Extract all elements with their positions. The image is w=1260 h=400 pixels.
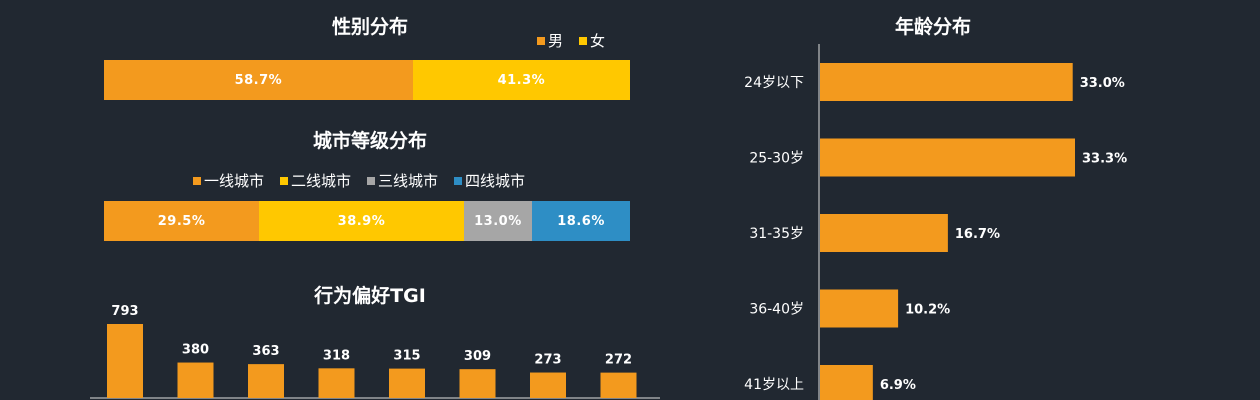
stack-segment: 38.9% xyxy=(259,201,464,241)
stack-segment: 41.3% xyxy=(412,60,630,100)
tgi-value-label: 793 xyxy=(111,304,138,319)
age-value-label: 16.7% xyxy=(955,227,1000,242)
city-tier-stacked-bar: 29.5% 38.9% 13.0% 18.6% xyxy=(104,201,630,241)
segment-value-label: 58.7% xyxy=(234,72,283,88)
gender-stacked-bar: 58.7% 41.3% xyxy=(104,60,630,100)
age-bar xyxy=(820,63,1073,101)
age-category-label: 25-30岁 xyxy=(749,151,804,167)
gender-legend: 男 女 xyxy=(537,30,605,51)
age-category-label: 24岁以下 xyxy=(744,75,804,91)
tier2-swatch xyxy=(280,176,289,185)
tgi-value-label: 309 xyxy=(464,349,491,364)
segment-value-label: 18.6% xyxy=(557,213,605,229)
age-category-label: 31-35岁 xyxy=(749,226,804,242)
legend-label-female: 女 xyxy=(590,32,606,50)
legend-label-tier4: 四线城市 xyxy=(465,172,526,190)
age-value-label: 6.9% xyxy=(880,378,916,393)
tgi-bar-chart: 793 380 363 318 315 309 273 272 xyxy=(90,304,660,399)
age-value-label: 10.2% xyxy=(905,303,950,318)
tier1-swatch xyxy=(193,176,201,185)
tgi-bar xyxy=(177,362,214,398)
tgi-chart-title: 行为偏好TGI xyxy=(314,285,426,307)
age-category-label: 41岁以上 xyxy=(744,377,804,393)
age-bar xyxy=(820,214,948,252)
age-bar xyxy=(820,138,1075,177)
legend-item-tier4: 四线城市 xyxy=(454,170,525,191)
segment-value-label: 38.9% xyxy=(337,213,386,229)
tgi-value-label: 363 xyxy=(252,344,279,359)
segment-value-label: 13.0% xyxy=(474,213,522,229)
legend-label-tier2: 二线城市 xyxy=(291,172,352,190)
age-value-label: 33.0% xyxy=(1080,76,1125,91)
stack-segment: 58.7% xyxy=(104,60,413,100)
city-tier-chart-title: 城市等级分布 xyxy=(312,130,427,152)
gender-chart-title: 性别分布 xyxy=(331,16,408,38)
tgi-value-label: 318 xyxy=(323,348,350,363)
segment-value-label: 41.3% xyxy=(497,72,546,88)
age-bar xyxy=(820,365,873,400)
segment-value-label: 29.5% xyxy=(157,213,206,229)
legend-item-female: 女 xyxy=(579,30,605,51)
tgi-bar xyxy=(248,364,284,398)
age-bar-chart: 24岁以下 33.0% 25-30岁 33.3% 31-35岁 16.7% 36-40岁 10… xyxy=(744,44,1127,400)
tgi-bar xyxy=(318,368,355,398)
tgi-bar xyxy=(530,372,566,398)
legend-item-tier1: 一线城市 xyxy=(193,170,264,191)
tgi-bar xyxy=(600,372,637,398)
tgi-value-label: 315 xyxy=(393,349,420,364)
age-category-label: 36-40岁 xyxy=(749,302,804,318)
female-swatch xyxy=(579,36,588,45)
legend-label-tier1: 一线城市 xyxy=(204,172,265,190)
tgi-value-label: 272 xyxy=(605,353,632,368)
stack-segment: 29.5% xyxy=(104,201,260,241)
tgi-bar xyxy=(389,368,425,398)
tgi-bar xyxy=(459,369,496,398)
age-bar xyxy=(820,289,899,328)
age-value-label: 33.3% xyxy=(1082,152,1127,167)
male-swatch xyxy=(537,36,545,45)
tgi-bar xyxy=(107,324,143,398)
city-tier-legend: 一线城市 二线城市 三线城市 四线城市 xyxy=(193,170,525,191)
legend-item-tier3: 三线城市 xyxy=(367,170,438,191)
tier4-swatch xyxy=(454,176,463,185)
tgi-value-label: 273 xyxy=(534,353,561,368)
stack-segment: 18.6% xyxy=(532,201,630,241)
legend-label-male: 男 xyxy=(548,32,564,50)
age-chart-title: 年龄分布 xyxy=(894,16,971,38)
tgi-value-label: 380 xyxy=(182,343,209,358)
legend-item-tier2: 二线城市 xyxy=(280,170,351,191)
tier3-swatch xyxy=(367,176,376,185)
legend-item-male: 男 xyxy=(537,30,563,51)
legend-label-tier3: 三线城市 xyxy=(378,172,439,190)
stack-segment: 13.0% xyxy=(463,201,533,241)
